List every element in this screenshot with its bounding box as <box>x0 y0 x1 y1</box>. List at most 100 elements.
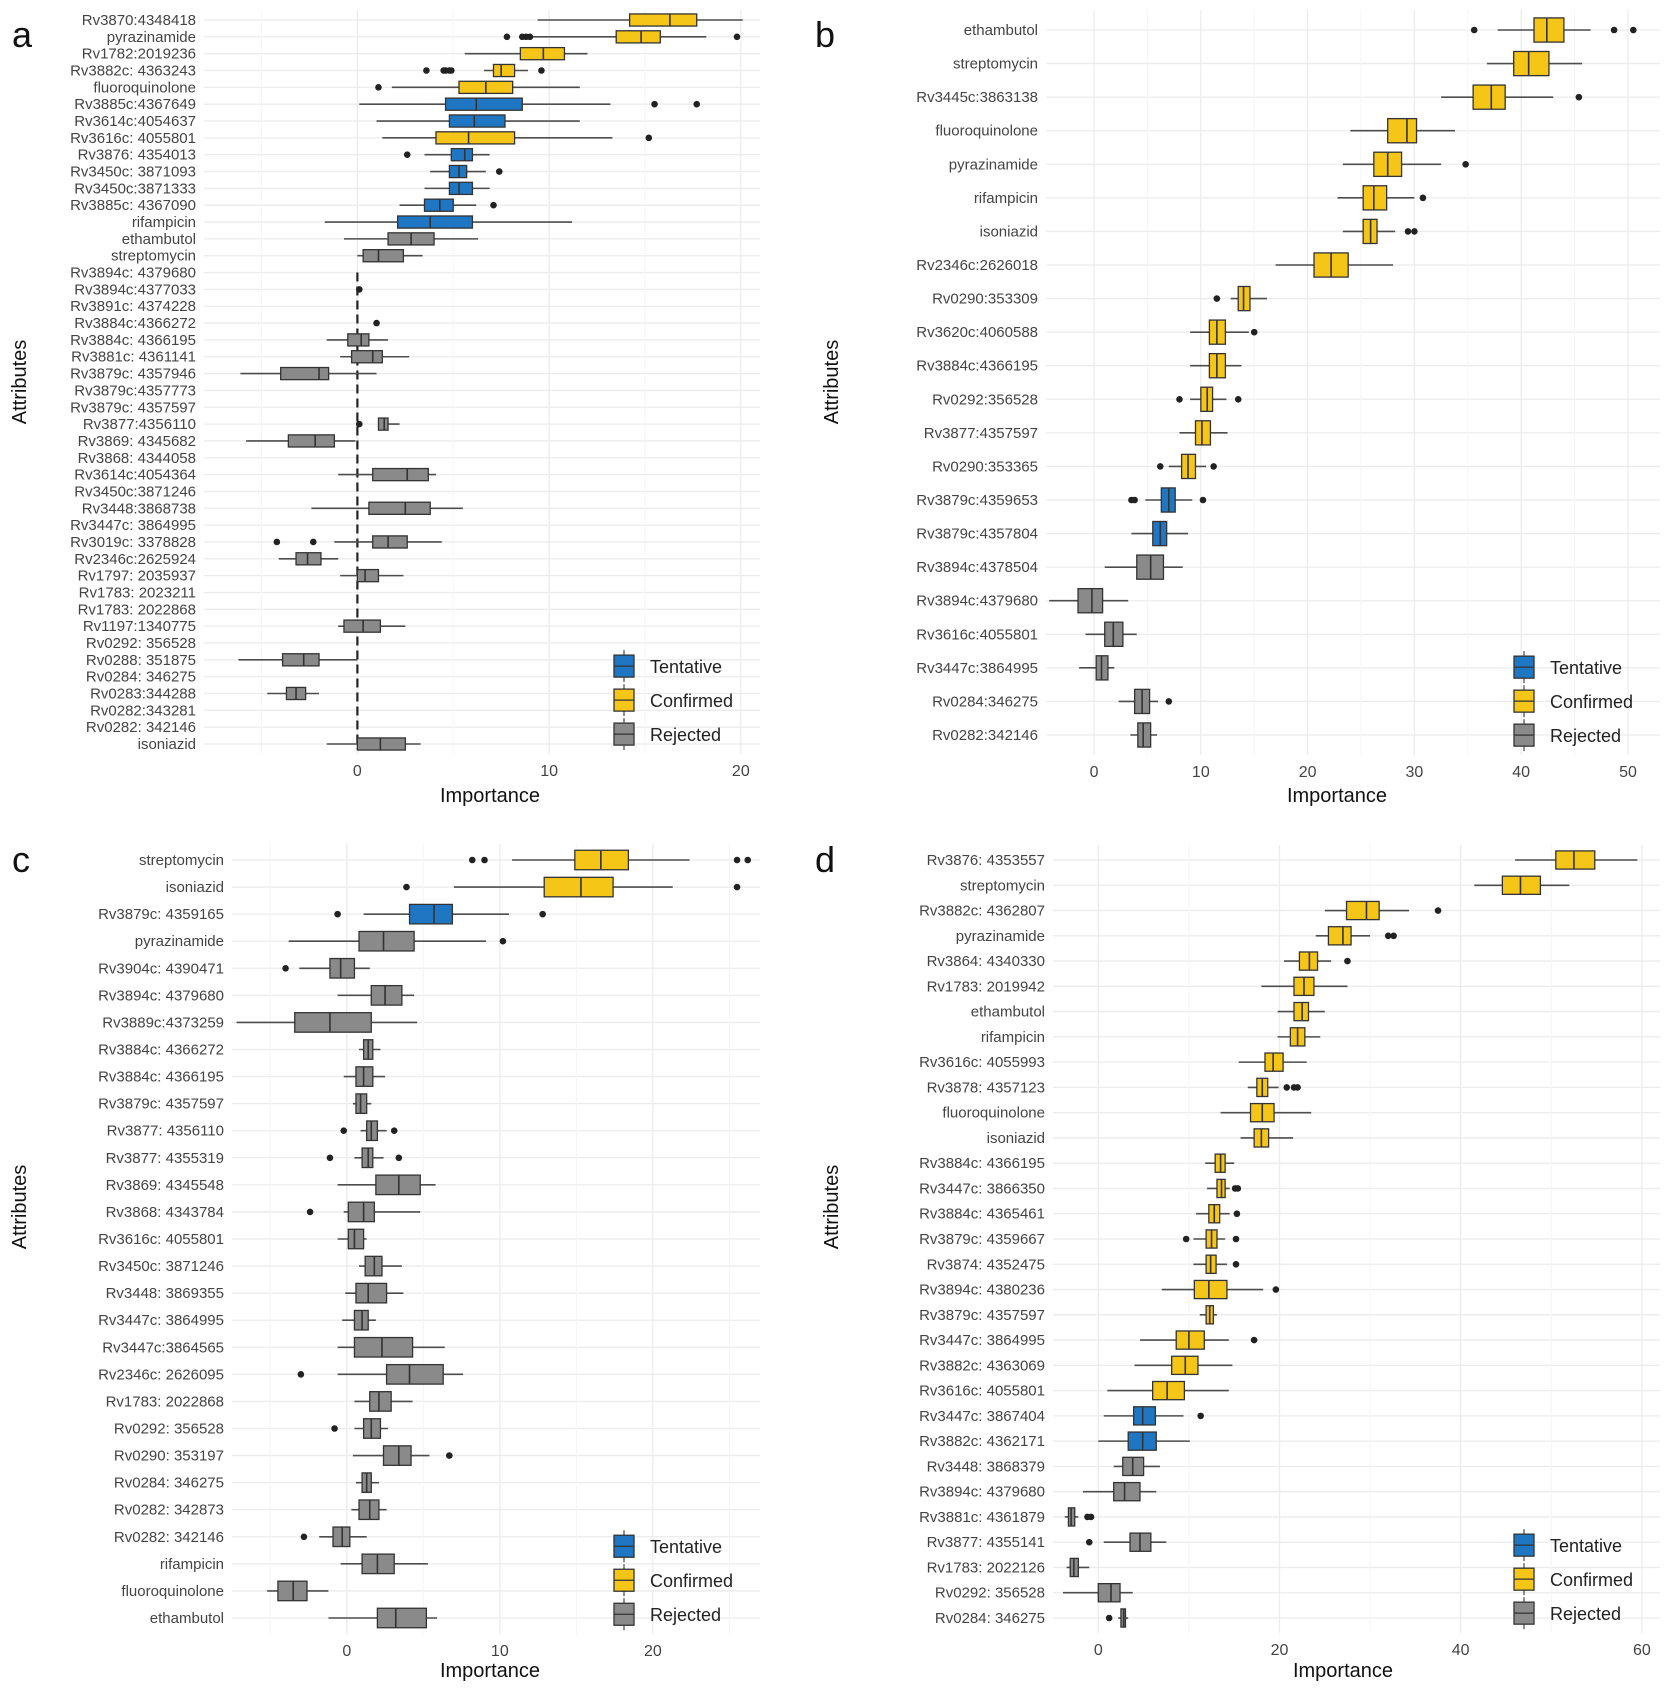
y-axis-title: Attributes <box>9 340 31 424</box>
box-rejected <box>353 1336 414 1358</box>
outlier-point <box>1197 1412 1204 1420</box>
x-tick-label: 20 <box>732 763 750 780</box>
y-tick-label: Rv0290:353309 <box>932 291 1038 308</box>
panel-letter: a <box>12 14 33 55</box>
outlier-point <box>334 910 341 918</box>
y-tick-label: pyrazinamide <box>107 29 196 46</box>
legend-label: Confirmed <box>650 691 733 711</box>
box-row <box>324 215 573 229</box>
box-row <box>352 1093 372 1115</box>
box-confirmed <box>1501 875 1542 896</box>
box-rejected <box>280 366 330 381</box>
box-row <box>1261 976 1348 997</box>
y-tick-label: isoniazid <box>138 736 196 753</box>
box-confirmed <box>492 63 516 78</box>
x-tick-label: 40 <box>1452 1642 1470 1659</box>
box-rejected <box>377 417 389 431</box>
y-tick-label: Rv3878: 4357123 <box>927 1079 1045 1096</box>
outlier-point <box>539 910 546 918</box>
outlier-point <box>331 1425 338 1432</box>
outlier-point <box>1234 395 1242 403</box>
box-row <box>278 552 339 566</box>
legend-label: Confirmed <box>1550 1570 1633 1590</box>
box-rejected <box>382 1445 412 1466</box>
panel-b: ethambutol streptomycin Rv3445c:3863138 flu… <box>815 9 1660 807</box>
box-tentative <box>444 97 523 111</box>
x-tick-label: 40 <box>1512 764 1530 781</box>
box-row <box>355 417 400 431</box>
box-rejected <box>347 333 370 347</box>
box-row <box>357 249 423 263</box>
y-tick-label: Rv0292:356528 <box>932 391 1038 408</box>
box-row <box>1118 688 1173 715</box>
box-rejected <box>350 350 383 364</box>
outlier-point <box>1233 1210 1241 1218</box>
outlier-point <box>1232 1260 1240 1268</box>
outlier-point <box>448 67 455 74</box>
box-rejected <box>370 984 403 1006</box>
y-tick-label: Rv3447c: 3864995 <box>70 517 196 534</box>
y-tick-label: Rv3894c:4379680 <box>916 593 1038 610</box>
y-axis-title: Attributes <box>9 1165 31 1249</box>
x-tick-label: 0 <box>1094 1642 1103 1659</box>
outlier-point <box>693 100 701 108</box>
legend: Tentative Confirmed Rejected <box>1513 651 1633 752</box>
box-confirmed <box>615 30 661 44</box>
box-row <box>1247 1077 1301 1098</box>
box-rejected <box>372 535 408 549</box>
outlier-point <box>1283 1084 1291 1091</box>
outlier-point <box>1630 26 1637 34</box>
y-tick-label: Rv3868: 4343784 <box>106 1204 224 1221</box>
outlier-point <box>490 201 497 209</box>
y-tick-label: ethambutol <box>150 1610 224 1627</box>
box-rejected <box>343 619 382 633</box>
y-tick-label: Rv3447c: 3866350 <box>919 1180 1045 1197</box>
outlier-point <box>1404 228 1412 235</box>
box-row <box>273 535 442 549</box>
box-row <box>1315 926 1397 946</box>
outlier-point <box>1434 907 1442 914</box>
box-rejected <box>369 1391 392 1412</box>
outlier-point <box>538 67 545 74</box>
x-tick-label: 30 <box>1406 764 1424 781</box>
y-tick-label: Rv3450c: 3871093 <box>70 164 196 181</box>
box-row <box>297 1363 464 1385</box>
box-tentative <box>450 147 474 162</box>
box-row <box>337 1336 445 1358</box>
y-tick-label: Rv3447c: 3864995 <box>98 1312 224 1329</box>
box-row <box>403 147 490 162</box>
box-row <box>337 1174 436 1196</box>
outlier-point <box>1250 328 1258 336</box>
box-row <box>1337 185 1427 211</box>
y-tick-label: streptomycin <box>111 248 196 265</box>
outlier-point <box>1182 1235 1190 1243</box>
box-confirmed <box>435 131 516 145</box>
outlier-point <box>1384 932 1392 940</box>
y-tick-label: streptomycin <box>139 852 224 869</box>
y-tick-label: Rv3884c:4366272 <box>74 315 196 332</box>
y-tick-label: fluoroquinolone <box>935 123 1038 140</box>
outlier-point <box>1272 1286 1280 1293</box>
box-row <box>1176 386 1242 413</box>
outlier-point <box>1470 26 1478 34</box>
outlier-point <box>468 856 476 864</box>
y-tick-label: Rv1783: 2022868 <box>78 601 196 618</box>
box-row <box>373 319 380 327</box>
box-row <box>1193 1254 1240 1275</box>
y-tick-label: Rv3447c: 3867404 <box>919 1408 1045 1425</box>
box-confirmed <box>543 876 614 898</box>
outlier-point <box>1294 1084 1301 1091</box>
y-tick-label: Rv3447c:3864565 <box>102 1339 224 1356</box>
y-tick-label: pyrazinamide <box>956 928 1045 945</box>
box-row <box>1085 621 1137 648</box>
box-rejected <box>295 552 322 566</box>
box-confirmed <box>1533 17 1565 43</box>
outlier-point <box>1411 228 1418 235</box>
box-tentative <box>408 903 454 925</box>
box-row <box>1085 1532 1167 1552</box>
box-tentative <box>448 114 506 128</box>
box-row <box>537 13 743 27</box>
box-row <box>300 1526 367 1548</box>
y-tick-label: Rv0283:344288 <box>90 685 196 702</box>
y-tick-label: Rv3884c: 4366272 <box>98 1042 224 1059</box>
